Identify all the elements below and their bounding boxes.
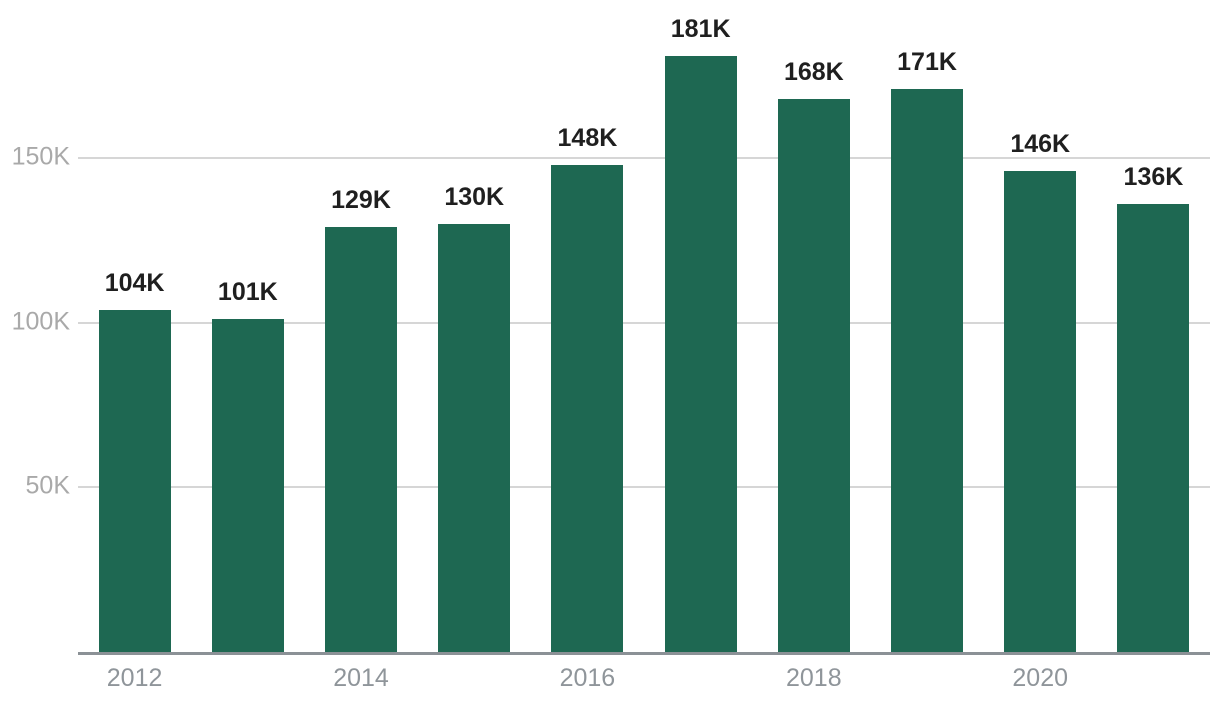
bar-value-label: 168K: [783, 58, 844, 86]
bar-2020: [1004, 171, 1077, 652]
bar-2013: [211, 319, 284, 652]
bar-2014: [325, 227, 397, 652]
x-tick-label: [870, 663, 983, 693]
x-tick-label: 2016: [559, 664, 616, 692]
bar-value-label: 136K: [1123, 163, 1184, 191]
x-tick-label: [1097, 663, 1210, 693]
x-tick-label: 2014: [333, 664, 389, 692]
bar-group-2015: 130K: [418, 0, 531, 652]
bar-value-label: 148K: [557, 124, 618, 152]
bar-2016: [551, 165, 624, 652]
bar-value-label: 181K: [670, 15, 731, 43]
bar-2018: [777, 99, 850, 652]
bar-group-2021: 136K: [1097, 0, 1210, 652]
x-axis-tick-labels: 2012 2014 2016 2018 2020: [78, 663, 1210, 693]
x-axis-line: [78, 652, 1210, 655]
bar-group-2017: 181K: [644, 0, 757, 652]
y-tick-label: 50K: [25, 471, 70, 500]
x-tick-label: 2020: [1012, 664, 1069, 692]
bar-group-2019: 171K: [870, 0, 983, 652]
x-tick-label: 2012: [106, 664, 163, 692]
bar-value-label: 171K: [897, 48, 957, 76]
bar-value-label: 104K: [104, 269, 165, 297]
bar-2012: [98, 310, 171, 652]
bar-group-2016: 148K: [531, 0, 644, 652]
plot-area: 104K 101K 129K 130K 148K 181K 168K 171K 146K 136K: [78, 0, 1210, 652]
bar-2019: [891, 89, 964, 652]
bar-group-2020: 146K: [984, 0, 1097, 652]
bar-group-2018: 168K: [757, 0, 870, 652]
x-tick-label: [644, 663, 757, 693]
bar-group-2014: 129K: [304, 0, 417, 652]
bar-value-label: 130K: [444, 183, 505, 211]
bar-group-2013: 101K: [191, 0, 304, 652]
bar-2021: [1117, 204, 1190, 652]
bar-value-label: 129K: [331, 186, 391, 214]
x-tick-label: 2018: [786, 664, 842, 692]
bar-group-2012: 104K: [78, 0, 191, 652]
gridline-150K: [78, 157, 1210, 160]
y-tick-label: 100K: [11, 307, 70, 336]
bar-value-label: 146K: [1010, 130, 1071, 158]
x-tick-label: [191, 663, 304, 693]
bar-2015: [438, 224, 511, 652]
y-tick-label: 150K: [11, 142, 70, 171]
gridline-50K: [78, 486, 1210, 489]
bar-value-label: 101K: [217, 278, 278, 306]
x-tick-label: [418, 663, 531, 693]
gridline-100K: [78, 321, 1210, 324]
bar-2017: [664, 56, 737, 652]
